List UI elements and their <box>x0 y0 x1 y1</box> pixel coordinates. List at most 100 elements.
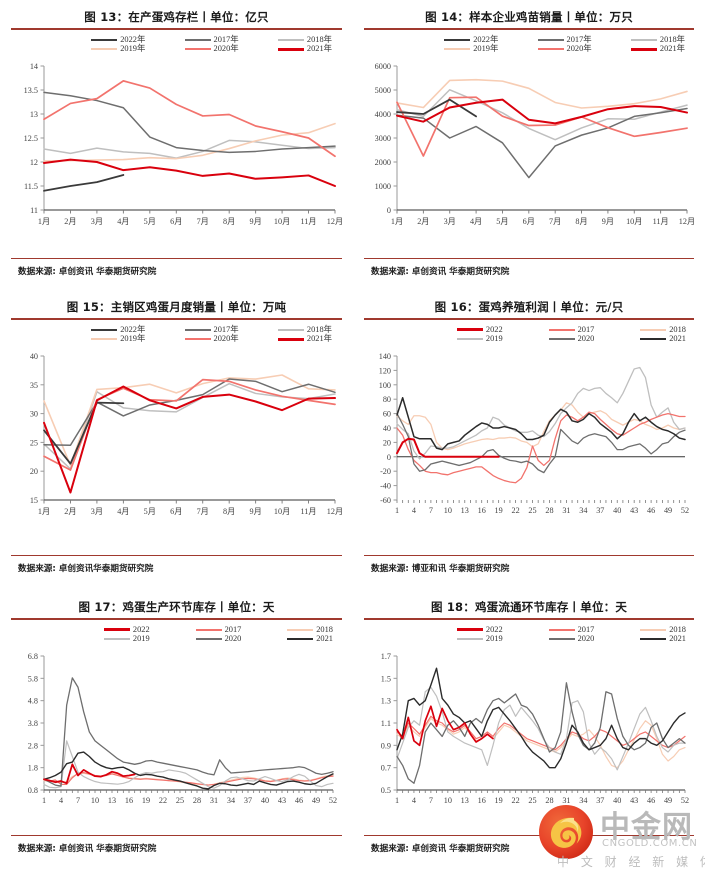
legend-item[interactable]: 2018 <box>594 325 686 334</box>
legend-swatch-2018 <box>287 628 314 631</box>
legend-item[interactable]: 2018 <box>241 625 333 634</box>
legend-swatch-2022 <box>456 628 483 632</box>
legend-item[interactable]: 2020年 <box>498 44 592 53</box>
legend-item[interactable]: 2018 <box>594 625 686 634</box>
legend-item[interactable]: 2020年 <box>145 334 239 343</box>
legend-item[interactable]: 2017 <box>503 625 594 634</box>
legend-item[interactable]: 2019 <box>58 634 150 643</box>
legend-item[interactable]: 2017年 <box>145 325 239 334</box>
legend-label: 2021 <box>669 334 686 343</box>
svg-text:2月: 2月 <box>64 507 76 516</box>
legend-item[interactable]: 2021 <box>241 634 333 643</box>
legend-item[interactable]: 2020 <box>150 634 241 643</box>
svg-text:1.5: 1.5 <box>381 674 391 683</box>
legend-item[interactable]: 2021 <box>594 634 686 643</box>
legend-label: 2022 <box>485 324 503 334</box>
legend-item[interactable]: 2022 <box>411 324 503 334</box>
svg-text:0: 0 <box>387 206 391 215</box>
svg-text:16: 16 <box>478 796 486 805</box>
svg-text:49: 49 <box>664 506 672 515</box>
svg-text:1: 1 <box>42 796 46 805</box>
svg-text:5月: 5月 <box>144 507 156 516</box>
svg-text:12: 12 <box>30 158 38 167</box>
footer-rule <box>364 835 694 837</box>
legend-swatch-2021 <box>630 47 657 51</box>
svg-text:6000: 6000 <box>375 62 391 71</box>
svg-text:28: 28 <box>545 506 553 515</box>
legend-label: 2021 <box>669 634 686 643</box>
legend-item[interactable]: 2019 <box>411 334 503 343</box>
svg-text:4000: 4000 <box>375 110 391 119</box>
chart-16-title: 图 16：蛋鸡养殖利润丨单位：元/只 <box>434 300 624 314</box>
svg-text:3月: 3月 <box>91 217 103 226</box>
svg-text:9月: 9月 <box>249 217 261 226</box>
legend-item[interactable]: 2017年 <box>498 35 592 44</box>
svg-text:4: 4 <box>412 506 416 515</box>
chart-15-source: 数据来源: 卓创资讯华泰期货研究院 <box>18 564 154 575</box>
svg-text:1.8: 1.8 <box>28 763 38 772</box>
svg-text:25: 25 <box>528 796 536 805</box>
legend-swatch-2018 <box>277 38 304 41</box>
legend-label: 2019 <box>132 634 150 643</box>
legend-label: 2019年 <box>473 44 499 53</box>
legend-item[interactable]: 2021年 <box>592 44 685 53</box>
svg-text:19: 19 <box>495 796 503 805</box>
chart-18-source: 数据来源: 卓创资讯 华泰期货研究院 <box>371 844 510 855</box>
legend-label: 2017 <box>577 324 595 334</box>
chart-16-legend: 2022 2017 2018 2019 2020 2021 <box>411 324 686 344</box>
legend-item[interactable]: 2019年 <box>405 44 499 53</box>
legend-item[interactable]: 2022年 <box>52 35 145 44</box>
svg-text:25: 25 <box>528 506 536 515</box>
svg-text:35: 35 <box>30 380 38 389</box>
svg-text:12月: 12月 <box>327 507 343 516</box>
svg-text:10月: 10月 <box>626 217 642 226</box>
legend-swatch-2019 <box>91 48 118 51</box>
svg-text:25: 25 <box>176 796 184 805</box>
svg-text:60: 60 <box>383 409 391 418</box>
legend-item[interactable]: 2018年 <box>239 325 332 334</box>
svg-text:7: 7 <box>429 506 433 515</box>
legend-item[interactable]: 2019 <box>411 634 503 643</box>
chart-14-plot: 2022年 2017年 2018年 2019年 2020年 2021年 0 100… <box>363 32 695 232</box>
legend-item[interactable]: 2020年 <box>145 44 239 53</box>
legend-item[interactable]: 2021 <box>594 334 686 343</box>
svg-text:16: 16 <box>125 796 133 805</box>
legend-label: 2020年 <box>566 44 592 53</box>
svg-text:6月: 6月 <box>170 217 182 226</box>
legend-item[interactable]: 2022年 <box>405 35 498 44</box>
svg-text:2月: 2月 <box>64 217 76 226</box>
legend-item[interactable]: 2017 <box>150 625 241 634</box>
svg-text:10月: 10月 <box>274 507 290 516</box>
svg-text:37: 37 <box>596 506 604 515</box>
svg-text:10: 10 <box>444 506 452 515</box>
svg-text:49: 49 <box>664 796 672 805</box>
legend-item[interactable]: 2022年 <box>52 325 145 334</box>
svg-text:3000: 3000 <box>375 134 391 143</box>
legend-item[interactable]: 2021年 <box>239 44 332 53</box>
legend-item[interactable]: 2017 <box>503 324 595 334</box>
legend-item[interactable]: 2018年 <box>239 35 332 44</box>
legend-item[interactable]: 2019年 <box>52 334 145 343</box>
svg-text:3月: 3月 <box>444 217 456 226</box>
legend-label: 2021年 <box>659 44 685 53</box>
svg-text:0.5: 0.5 <box>381 786 391 795</box>
legend-swatch-2018 <box>630 38 657 41</box>
legend-item[interactable]: 2020 <box>503 334 594 343</box>
legend-swatch-2018 <box>640 328 667 331</box>
legend-item[interactable]: 2021年 <box>239 334 332 343</box>
chart-15-title: 图 15：主销区鸡蛋月度销量丨单位：万吨 <box>66 300 287 314</box>
svg-text:13: 13 <box>461 796 469 805</box>
svg-text:52: 52 <box>681 506 689 515</box>
legend-swatch-2017 <box>548 628 575 631</box>
legend-item[interactable]: 2019年 <box>52 44 145 53</box>
svg-text:14: 14 <box>30 62 38 71</box>
legend-item[interactable]: 2022 <box>411 625 503 634</box>
chart-13-legend: 2022年 2017年 2018年 2019年 2020年 2021年 <box>52 35 332 54</box>
legend-item[interactable]: 2018年 <box>592 35 685 44</box>
legend-item[interactable]: 2022 <box>58 625 150 634</box>
svg-text:4月: 4月 <box>470 217 482 226</box>
svg-text:22: 22 <box>511 506 519 515</box>
svg-text:34: 34 <box>579 506 587 515</box>
legend-item[interactable]: 2017年 <box>145 35 239 44</box>
legend-item[interactable]: 2020 <box>503 634 594 643</box>
